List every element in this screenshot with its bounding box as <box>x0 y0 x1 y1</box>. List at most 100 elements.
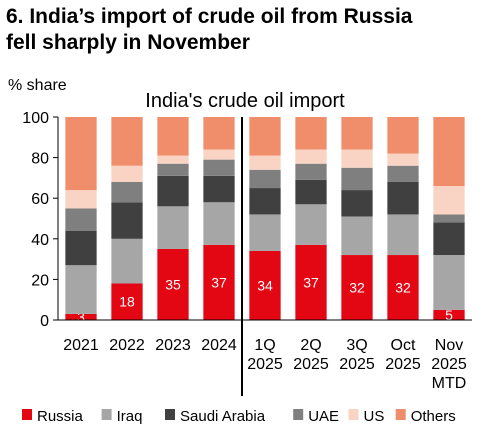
data-label-3: 37 <box>211 274 227 290</box>
data-label-0: 3 <box>77 309 85 325</box>
x-tick-label-line: 1Q <box>254 337 275 354</box>
data-label-2: 35 <box>165 276 181 292</box>
bar-segment-us-0 <box>65 190 97 209</box>
bar-segment-saudi-arabia-3 <box>203 175 235 203</box>
bar-segment-others-3 <box>203 117 235 150</box>
bar-segment-uae-5 <box>295 163 327 180</box>
bar-segment-iraq-1 <box>111 238 143 284</box>
x-tick-label-0: 2021 <box>63 337 99 354</box>
bar-segment-saudi-arabia-7 <box>387 181 419 215</box>
x-tick-label-line: 2025 <box>385 356 421 373</box>
x-tick-label-4: 1Q 2025 <box>247 337 283 373</box>
x-tick-label-line: 3Q <box>346 337 367 354</box>
chart-heading-line-1: 6. India’s import of crude oil from Russ… <box>6 5 413 28</box>
bar-segment-us-5 <box>295 149 327 164</box>
y-tick-label-100: 100 <box>22 110 49 127</box>
bar-segment-us-7 <box>387 153 419 166</box>
x-tick-label-line: 2025 <box>247 356 283 373</box>
legend-label-uae: UAE <box>308 408 339 425</box>
bar-segment-iraq-7 <box>387 214 419 256</box>
bar-segment-uae-3 <box>203 159 235 176</box>
bar-segment-russia-4 <box>249 250 281 320</box>
legend-label-iraq: Iraq <box>117 408 143 425</box>
legend: Russia Iraq Saudi Arabia UAE US Others <box>22 408 456 425</box>
bar-segment-iraq-3 <box>203 202 235 245</box>
x-tick-label-8: Nov 2025 MTD <box>431 337 467 392</box>
x-tick-label-line: Oct <box>391 337 416 354</box>
x-tick-label-6: 3Q 2025 <box>339 337 375 373</box>
legend-label-saudi-arabia: Saudi Arabia <box>180 408 266 425</box>
bar-segment-others-8 <box>433 117 465 187</box>
bar-segment-russia-7 <box>387 255 419 320</box>
bar-segment-russia-5 <box>295 244 327 320</box>
legend-label-others: Others <box>411 408 456 425</box>
bar-segment-us-3 <box>203 149 235 160</box>
bar-segment-uae-4 <box>249 169 281 189</box>
chart-title: India's crude oil import <box>145 90 345 112</box>
bar-segment-uae-2 <box>157 163 189 176</box>
axes-group: 0 20 40 60 80 100 2021 2022 2023 2024 1Q 2025 2Q 2025… <box>22 110 472 396</box>
bar-segment-us-1 <box>111 165 143 182</box>
x-tick-label-line: MTD <box>432 375 467 392</box>
legend-swatch-us <box>348 409 359 420</box>
bar-segment-others-1 <box>111 117 143 166</box>
bar-segment-us-8 <box>433 186 465 215</box>
legend-swatch-uae <box>293 409 304 420</box>
data-label-4: 34 <box>257 277 273 293</box>
chart-heading-line-2: fell sharply in November <box>6 31 250 54</box>
legend-swatch-others <box>395 409 406 420</box>
bar-segment-uae-0 <box>65 208 97 231</box>
bar-segment-russia-6 <box>341 255 373 320</box>
data-label-7: 32 <box>395 280 411 296</box>
data-label-6: 32 <box>349 280 365 296</box>
bar-segment-saudi-arabia-2 <box>157 175 189 207</box>
bar-segment-uae-7 <box>387 165 419 182</box>
x-tick-label-7: Oct 2025 <box>385 337 421 373</box>
bar-segment-russia-0 <box>65 313 97 320</box>
bar-segment-iraq-2 <box>157 206 189 249</box>
bar-segment-others-5 <box>295 117 327 150</box>
bar-segment-iraq-5 <box>295 204 327 245</box>
bar-segment-saudi-arabia-1 <box>111 202 143 239</box>
y-tick-label-40: 40 <box>31 232 49 249</box>
x-tick-label-1: 2022 <box>109 337 145 354</box>
bar-segment-russia-2 <box>157 248 189 320</box>
x-tick-label-line: 2021 <box>63 337 99 354</box>
bar-segment-others-6 <box>341 117 373 150</box>
bar-segment-iraq-8 <box>433 255 465 310</box>
bar-segment-others-2 <box>157 117 189 156</box>
legend-swatch-saudi-arabia <box>165 409 175 420</box>
bar-segment-saudi-arabia-6 <box>341 190 373 217</box>
bar-segment-saudi-arabia-8 <box>433 222 465 256</box>
bar-segment-uae-6 <box>341 167 373 191</box>
y-tick-label-80: 80 <box>31 151 49 168</box>
y-tick-label-20: 20 <box>31 272 49 289</box>
bar-segment-russia-8 <box>433 309 465 320</box>
bar-segment-us-4 <box>249 155 281 170</box>
bar-segment-iraq-0 <box>65 265 97 314</box>
x-tick-label-line: 2025 <box>339 356 375 373</box>
bar-segment-uae-1 <box>111 181 143 203</box>
y-axis-label: % share <box>8 77 67 94</box>
bar-segment-saudi-arabia-0 <box>65 230 97 266</box>
bar-segment-saudi-arabia-4 <box>249 188 281 215</box>
bar-segment-saudi-arabia-5 <box>295 179 327 205</box>
x-tick-label-line: 2022 <box>109 337 145 354</box>
x-tick-label-line: Nov <box>435 337 463 354</box>
x-tick-label-2: 2023 <box>155 337 191 354</box>
x-tick-label-line: 2024 <box>201 337 237 354</box>
data-label-8: 5 <box>445 307 453 323</box>
x-tick-label-3: 2024 <box>201 337 237 354</box>
bar-segment-us-6 <box>341 149 373 168</box>
bar-segment-uae-8 <box>433 214 465 223</box>
bar-segment-others-7 <box>387 117 419 154</box>
x-tick-label-5: 2Q 2025 <box>293 337 329 373</box>
legend-swatch-russia <box>22 409 32 420</box>
legend-label-russia: Russia <box>37 408 84 425</box>
legend-label-us: US <box>364 408 385 425</box>
x-tick-label-line: 2023 <box>155 337 191 354</box>
bar-segment-us-2 <box>157 155 189 164</box>
data-label-1: 18 <box>119 294 135 310</box>
y-tick-label-60: 60 <box>31 191 49 208</box>
